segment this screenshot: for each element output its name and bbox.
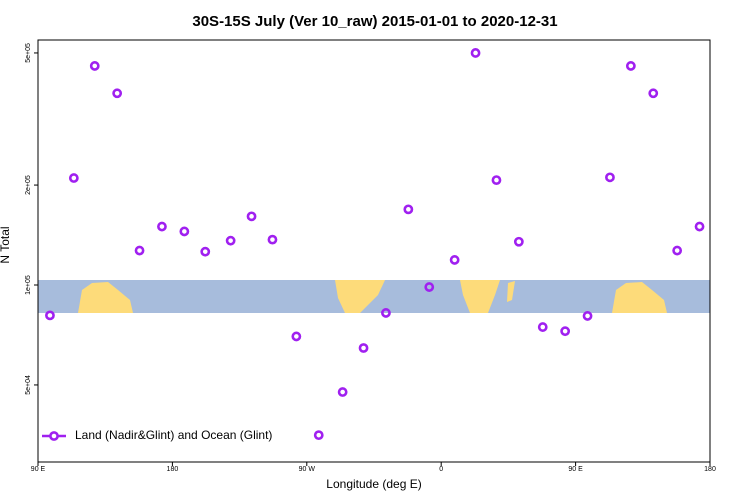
x-tick-label: 90 W <box>299 466 316 473</box>
point <box>381 308 391 318</box>
y-tick-label: 5e+05 <box>25 43 32 63</box>
point <box>313 430 324 441</box>
point <box>89 61 100 71</box>
x-tick-label: 180 <box>704 466 716 473</box>
map-band <box>38 280 710 313</box>
point <box>449 255 460 265</box>
point <box>45 310 55 321</box>
point <box>179 226 190 237</box>
point <box>582 311 593 321</box>
point <box>470 48 481 58</box>
chart-title: 30S-15S July (Ver 10_raw) 2015-01-01 to … <box>192 13 557 30</box>
point <box>200 246 211 257</box>
x-tick-label: 180 <box>167 466 179 473</box>
point <box>267 234 278 245</box>
x-tick-label: 90 E <box>568 466 583 473</box>
point <box>625 61 636 71</box>
point <box>491 175 502 186</box>
point <box>424 282 435 292</box>
point <box>560 326 571 337</box>
point <box>337 387 348 397</box>
y-tick-label: 1e+05 <box>25 275 32 295</box>
point <box>605 172 615 183</box>
point <box>672 245 683 256</box>
point <box>225 235 236 246</box>
y-tick-label: 5e+04 <box>25 375 32 395</box>
legend-label: Land (Nadir&Glint) and Ocean (Glint) <box>75 428 272 442</box>
point <box>112 88 123 99</box>
point <box>134 245 145 256</box>
legend-marker <box>49 431 59 441</box>
point <box>513 236 524 247</box>
point <box>648 88 659 99</box>
plot-frame <box>37 39 711 463</box>
x-tick-label: 0 <box>439 466 443 473</box>
y-tick-label: 2e+05 <box>25 175 32 195</box>
point <box>537 322 548 332</box>
point <box>291 331 302 342</box>
point <box>358 343 369 353</box>
point <box>403 204 414 215</box>
point <box>694 221 705 232</box>
x-axis-label: Longitude (deg E) <box>326 477 421 491</box>
point <box>157 221 167 232</box>
y-axis-label: N Total <box>0 226 12 263</box>
point <box>246 211 257 222</box>
x-tick-label: 90 E <box>31 466 46 473</box>
point <box>68 173 79 183</box>
